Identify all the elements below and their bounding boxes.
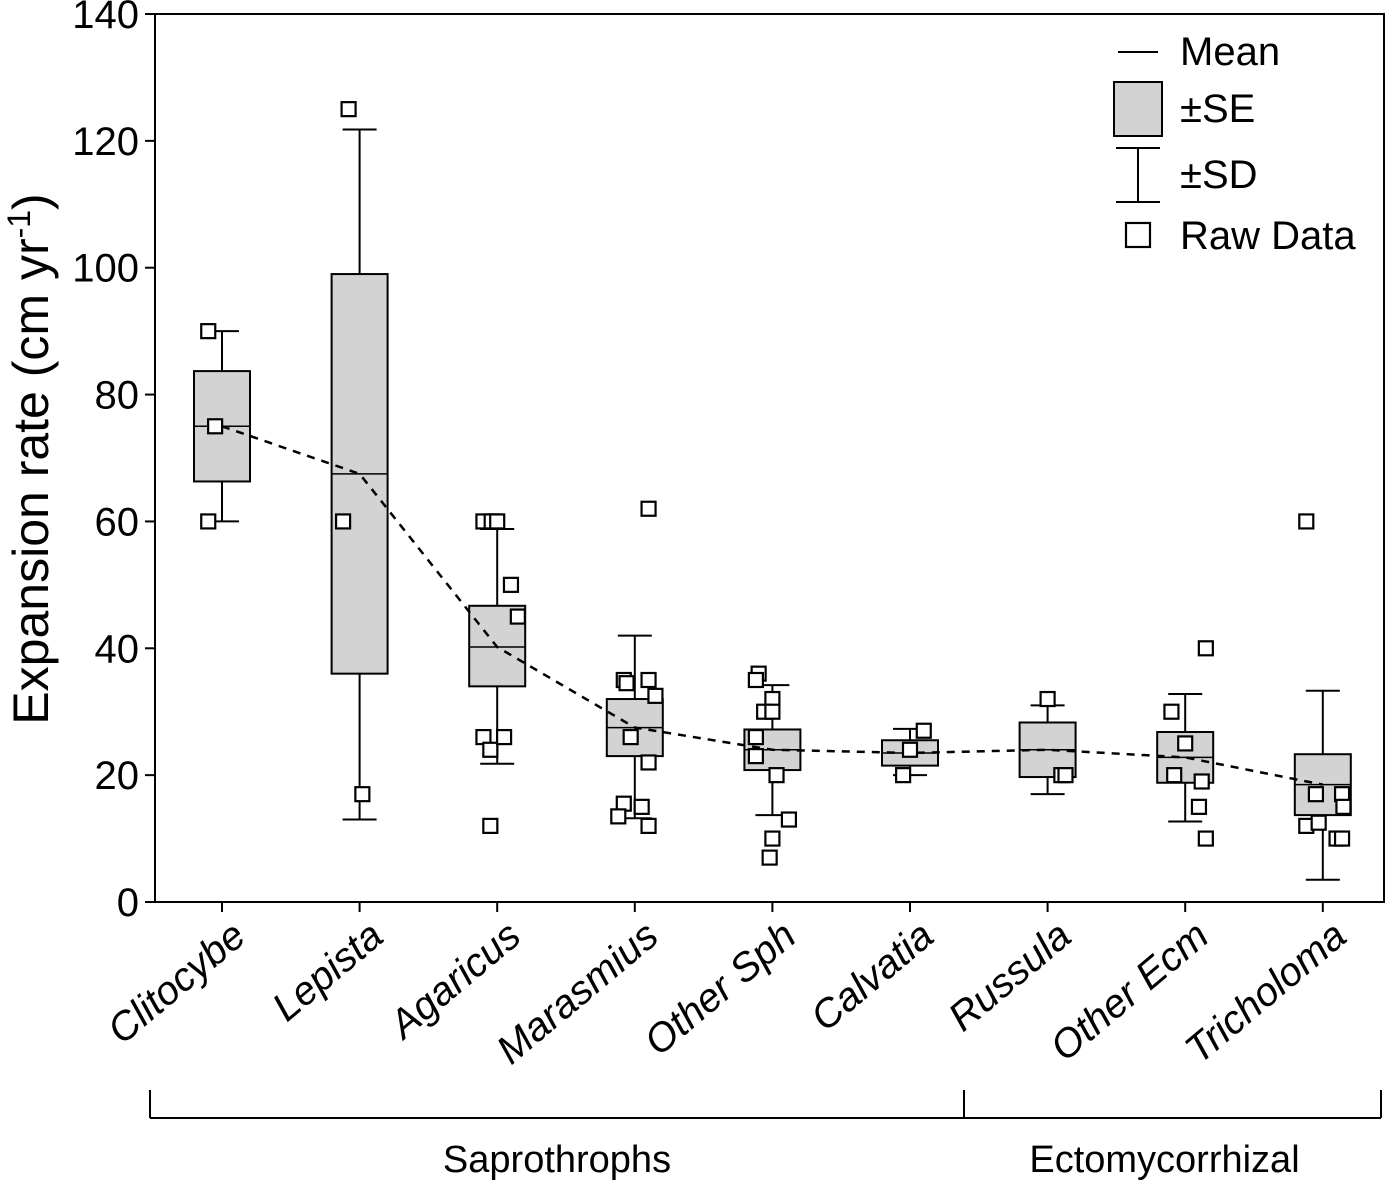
y-tick-label: 20	[95, 754, 140, 798]
raw-data-point	[1197, 640, 1214, 657]
raw-data-point	[1335, 798, 1352, 815]
raw-data-point	[334, 513, 352, 530]
raw-data-point	[618, 675, 635, 692]
raw-data-point	[915, 722, 932, 739]
raw-data-point	[895, 767, 912, 784]
raw-data-point	[1333, 830, 1351, 847]
raw-data-point	[1193, 773, 1210, 790]
raw-data-point	[200, 513, 217, 530]
raw-data-point	[1039, 690, 1056, 708]
raw-data-point	[1166, 767, 1183, 784]
raw-data-point	[761, 849, 778, 866]
y-tick-label: 100	[72, 247, 139, 291]
y-tick-label: 0	[117, 881, 139, 925]
raw-data-point	[747, 728, 764, 746]
legend-se-swatch	[1113, 81, 1163, 137]
y-tick-label: 140	[72, 0, 139, 37]
raw-data-point	[1298, 513, 1315, 530]
box-lepista	[330, 128, 389, 821]
group-label-ectomycorrhizal: Ectomycorrhizal	[1029, 1139, 1299, 1181]
raw-data-point	[200, 323, 217, 340]
raw-data-point	[747, 671, 764, 689]
raw-data-point	[640, 671, 657, 689]
raw-data-point	[901, 741, 919, 758]
raw-data-point	[640, 754, 657, 771]
x-tick-label-calvatia: Calvatia	[803, 913, 942, 1040]
y-tick-label: 40	[95, 627, 140, 671]
raw-data-point	[489, 513, 506, 530]
x-tick-label-russula: Russula	[940, 913, 1079, 1040]
raw-data-point	[502, 576, 520, 593]
y-tick-label: 120	[72, 120, 139, 164]
raw-data-point	[1163, 703, 1180, 720]
raw-data-point	[1310, 814, 1327, 831]
x-tick-label-lepista: Lepista	[264, 913, 391, 1030]
raw-data-point	[509, 608, 526, 625]
y-axis-label: Expansion rate (cm yr-1)	[1, 193, 59, 724]
raw-data-point	[207, 418, 224, 435]
raw-data-point	[780, 811, 798, 828]
x-tick-label-other-sph: Other Sph	[636, 913, 804, 1064]
box-tricholoma	[1293, 689, 1352, 881]
raw-data-point	[764, 830, 781, 847]
legend-sd-label: ±SD	[1180, 153, 1258, 197]
group-label-saprothrophs: Saprothrophs	[443, 1139, 671, 1181]
x-tick-label-clitocybe: Clitocybe	[99, 913, 253, 1052]
raw-data-point	[340, 101, 357, 118]
raw-data-point	[1307, 786, 1325, 803]
raw-data-point	[610, 808, 627, 825]
y-tick-label: 80	[95, 374, 140, 418]
raw-data-point	[1190, 798, 1208, 815]
raw-data-point	[482, 741, 499, 758]
raw-data-point	[640, 817, 657, 834]
plot-frame	[154, 13, 1385, 903]
legend-raw-swatch	[1124, 221, 1152, 249]
raw-data-point	[647, 687, 664, 704]
raw-data-point	[1057, 767, 1074, 784]
raw-data-point	[633, 798, 650, 815]
legend-se-label: ±SE	[1180, 87, 1255, 131]
raw-data-point	[622, 728, 639, 746]
raw-data-point	[1177, 735, 1194, 752]
raw-data-point	[764, 703, 781, 720]
raw-data-point	[640, 500, 657, 517]
raw-data-point	[495, 728, 513, 746]
y-tick-label: 60	[95, 500, 140, 544]
raw-data-point	[354, 786, 371, 803]
raw-data-point	[1197, 830, 1214, 847]
raw-data-point	[747, 748, 764, 765]
legend-mean-label: Mean	[1180, 30, 1280, 74]
raw-data-point	[768, 767, 785, 784]
legend-raw-label: Raw Data	[1180, 214, 1356, 258]
mean-trend-line	[221, 425, 1324, 786]
raw-data-point	[482, 817, 499, 834]
